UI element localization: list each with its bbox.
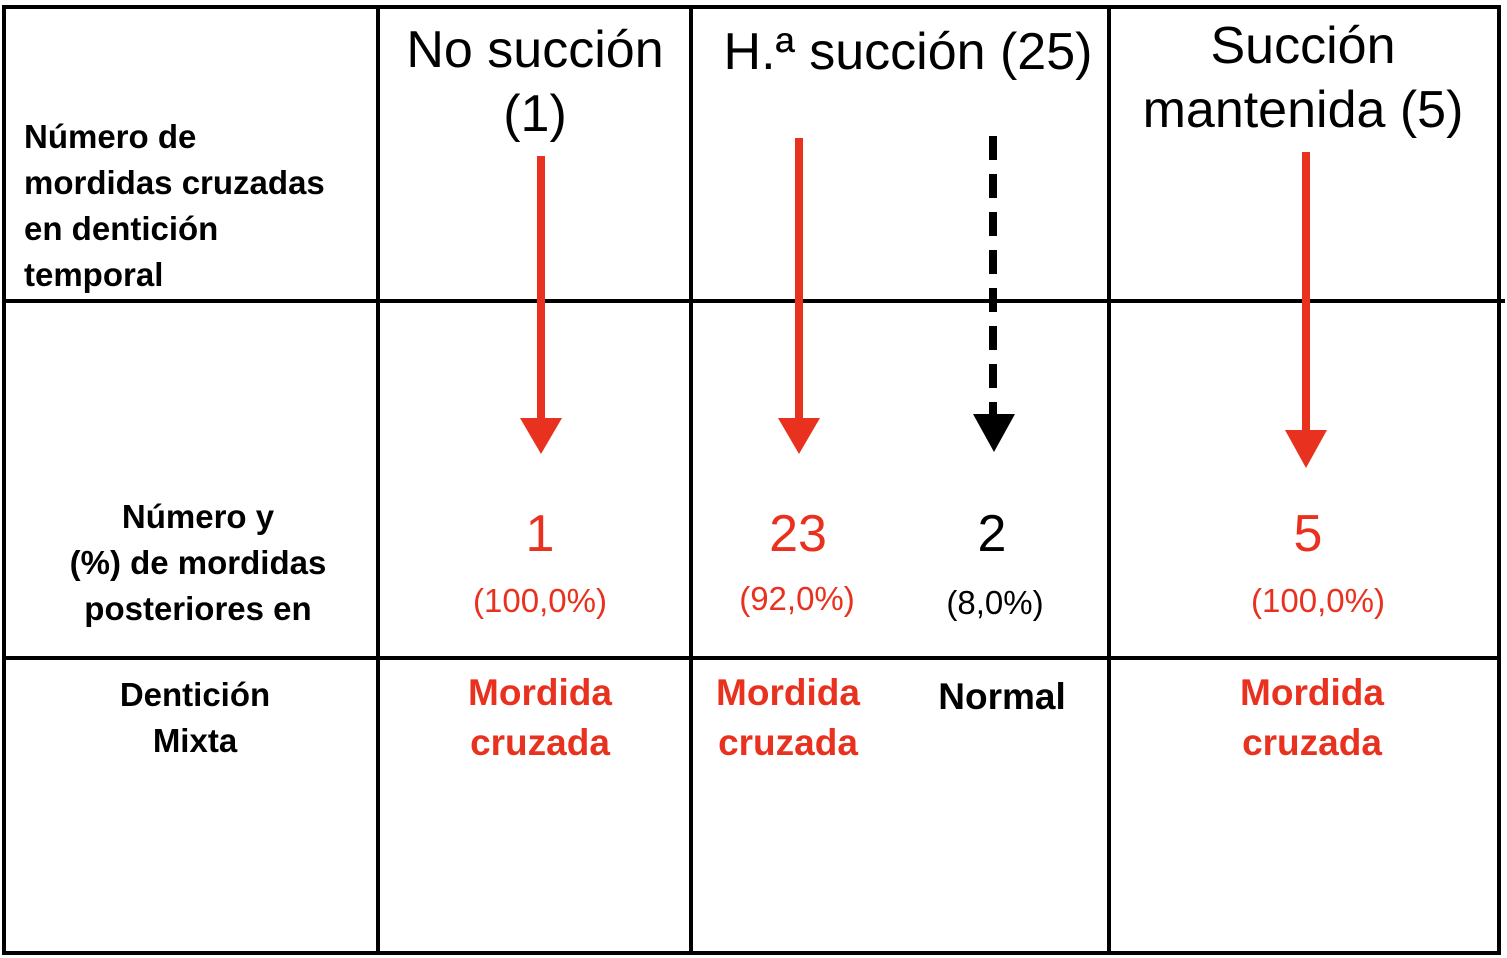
count-habito-normal: 2 [977, 505, 1007, 563]
count-no-succion: 1 [525, 505, 555, 563]
outcome-habito-cruzada-line1: Mordida [716, 672, 860, 713]
outcome-succion-mantenida-line1: Mordida [1240, 672, 1384, 713]
habito-normal-arrow [973, 136, 1015, 452]
row-label-mixed-line1: Dentición [119, 676, 271, 713]
header-succion-mantenida-line1: Succión [1210, 17, 1396, 75]
row-label-primary: Número de mordidas cruzadas en dentición… [24, 114, 325, 298]
outcome-no-succion-line2: cruzada [470, 722, 610, 763]
count-succion-mantenida: 5 [1293, 505, 1323, 563]
header-no-succion: No succión (1) [380, 18, 690, 146]
table-divider-row2 [2, 656, 1501, 660]
pct-succion-mantenida: (100,0%) [1251, 582, 1385, 619]
table-border-bottom [2, 951, 1501, 955]
outcome-habito-normal: Normal [938, 676, 1066, 717]
row-label-count-line3: posteriores en [84, 590, 312, 627]
outcome-habito-cruzada: Mordida cruzada [668, 668, 908, 768]
table-divider-col1 [376, 5, 380, 954]
row-label-count-line2: (%) de mordidas [69, 544, 327, 581]
no-succion-arrow [520, 156, 562, 454]
row-label-mixed: Dentición Mixta [20, 672, 370, 764]
count-habito-cruzada: 23 [769, 505, 827, 563]
table-border-top [2, 5, 1501, 9]
outcome-habito-cruzada-line2: cruzada [718, 722, 858, 763]
row-label-count: Número y (%) de mordidas posteriores en [20, 494, 376, 632]
outcome-no-succion-line1: Mordida [468, 672, 612, 713]
row-label-count-line1: Número y [121, 498, 275, 535]
table-border-left [2, 5, 6, 954]
succion-mantenida-arrow [1285, 152, 1327, 468]
header-no-succion-line2: (1) [503, 85, 567, 143]
row-label-primary-line2: mordidas cruzadas [24, 164, 325, 201]
habito-cruzada-arrow [778, 138, 820, 454]
outcome-no-succion: Mordida cruzada [420, 668, 660, 768]
row-label-primary-line3: en dentición [24, 210, 219, 247]
header-habito-succion: H.ª succión (25) [723, 23, 1093, 81]
table-divider-col3 [1107, 5, 1111, 954]
header-succion-mantenida-line2: mantenida (5) [1142, 81, 1464, 139]
pct-habito-normal: (8,0%) [946, 584, 1044, 621]
row-label-primary-line1: Número de [24, 118, 197, 155]
table-divider-col2 [689, 5, 693, 954]
header-no-succion-line1: No succión [406, 21, 664, 79]
table-divider-row1 [2, 299, 1505, 303]
outcome-succion-mantenida-line2: cruzada [1242, 722, 1382, 763]
table-border-right [1497, 5, 1501, 954]
header-succion-mantenida: Succión mantenida (5) [1111, 14, 1495, 142]
pct-no-succion: (100,0%) [473, 582, 607, 619]
row-label-primary-line4: temporal [24, 256, 164, 293]
row-label-mixed-line2: Mixta [152, 722, 238, 759]
outcome-succion-mantenida: Mordida cruzada [1192, 668, 1432, 768]
pct-habito-cruzada: (92,0%) [739, 580, 855, 617]
